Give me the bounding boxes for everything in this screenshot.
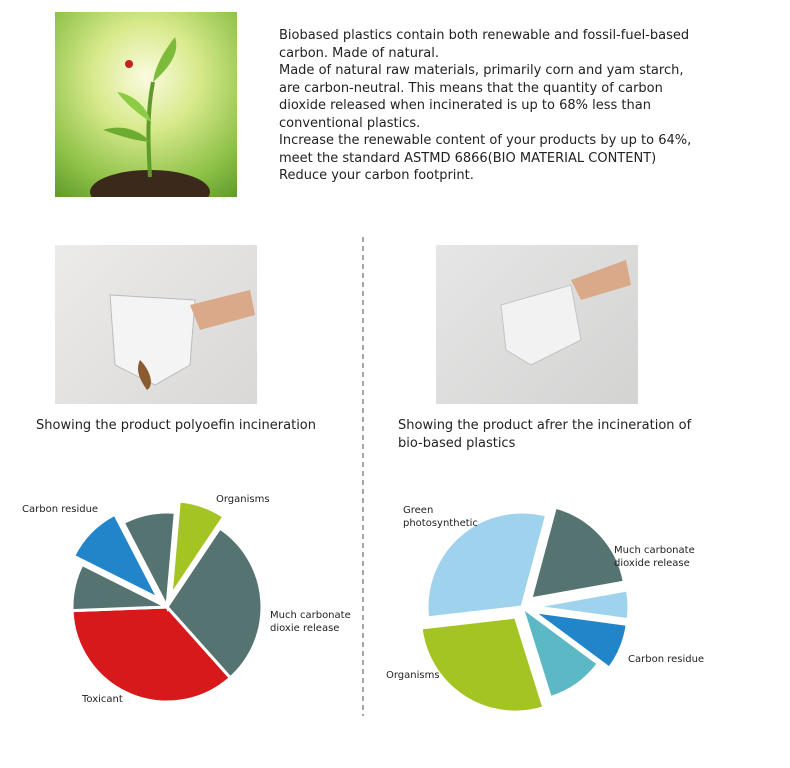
intro-line: conventional plastics. <box>279 115 421 131</box>
pie-slice <box>165 525 264 680</box>
pie-slice <box>532 610 629 671</box>
photo-right-art <box>500 260 631 366</box>
pie-slice <box>169 499 226 597</box>
pie-slice <box>528 505 627 601</box>
intro-line: dioxide released when incinerated is up … <box>279 98 651 113</box>
pie-slice <box>425 510 549 620</box>
slice-label: Toxicant <box>82 694 123 705</box>
intro-line: carbon. Made of natural. <box>279 45 439 61</box>
pie-slice <box>519 603 601 700</box>
pie-slice <box>70 562 168 613</box>
slice-label: Organisms <box>216 494 270 505</box>
photo-left <box>55 245 257 404</box>
caption-line: Showing the product afrer the incinerati… <box>398 418 692 433</box>
slice-label: Carbon residue <box>22 504 99 515</box>
pie-slice <box>71 512 162 602</box>
slice-label: Much carbonate dioxie release <box>270 610 351 634</box>
pie-slice <box>70 605 233 704</box>
plant-image <box>55 12 237 197</box>
caption-line: Showing the product polyoefin incinerati… <box>36 418 316 433</box>
intro-line: Reduce your carbon footprint. <box>279 168 474 183</box>
pie-slice <box>121 510 177 613</box>
intro-line: Increase the renewable content of your p… <box>279 133 692 148</box>
intro-text: Biobased plastics contain both renewable… <box>279 27 691 185</box>
caption: Showing the product afrer the incinerati… <box>398 417 691 452</box>
photo-left-art <box>109 290 255 390</box>
photo-right <box>436 245 638 404</box>
slice-label: Green photosynthetic <box>403 505 478 529</box>
slice-label: Much carbonate dioxide release <box>614 545 695 569</box>
pie-slice <box>419 615 546 714</box>
caption: Showing the product polyoefin incinerati… <box>36 417 316 435</box>
intro-line: Biobased plastics contain both renewable… <box>279 28 690 43</box>
slice-label: Organisms <box>386 670 440 681</box>
pie-slice <box>533 588 631 622</box>
plant-art <box>90 37 210 197</box>
slice-label: Carbon residue <box>628 654 705 665</box>
caption-line: bio-based plastics <box>398 435 516 451</box>
intro-line: meet the standard ASTMD 6866(BIO MATERIA… <box>279 150 657 166</box>
intro-line: are carbon-neutral. This means that the … <box>279 80 663 96</box>
intro-line: Made of natural raw materials, primarily… <box>279 63 684 78</box>
